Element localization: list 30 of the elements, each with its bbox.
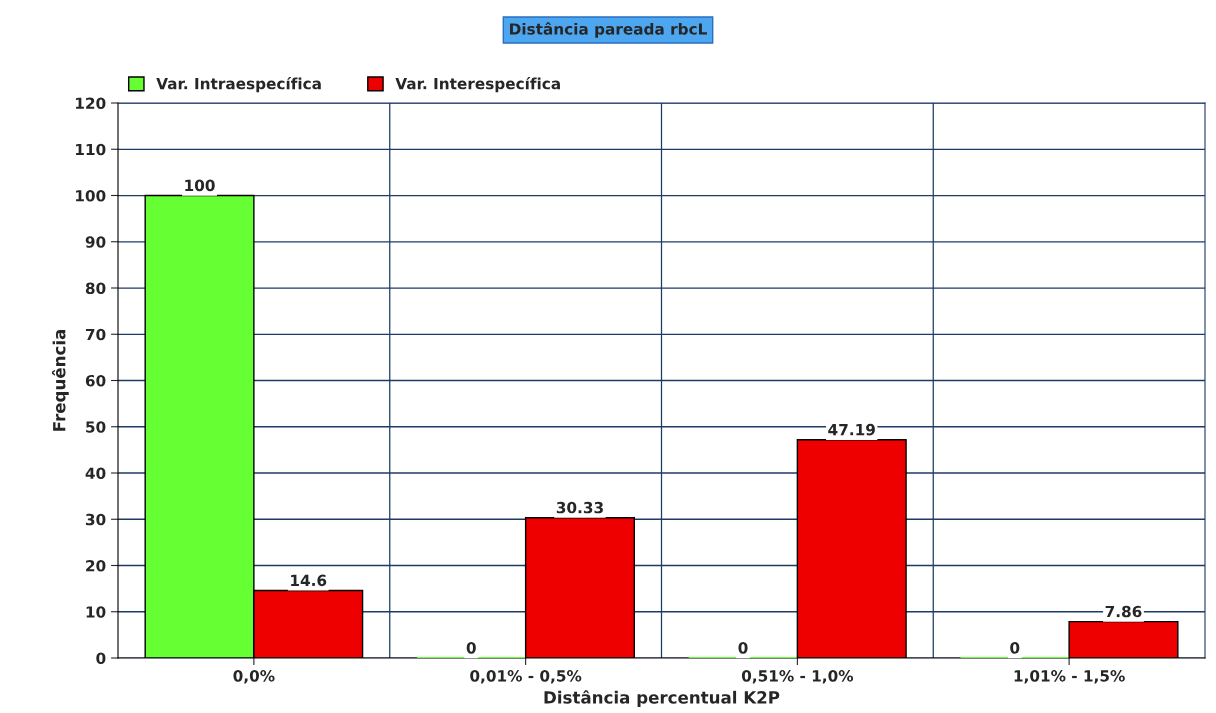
y-tick-label: 90	[85, 236, 106, 248]
y-tick-label: 10	[86, 606, 106, 618]
x-tick-label: 0,51% - 1,0%	[741, 670, 854, 684]
y-tick-label: 110	[76, 143, 106, 156]
data-label: 0	[466, 642, 476, 654]
y-tick-label: 0	[96, 652, 106, 665]
y-axis-title: Frequência	[51, 329, 69, 431]
y-tick-label: 50	[86, 421, 106, 433]
data-label: 0	[738, 642, 748, 654]
y-tick-label: 80	[85, 282, 106, 295]
y-tick-label: 60	[85, 374, 106, 387]
x-tick-label: 1,01% - 1,5%	[1014, 670, 1125, 684]
y-tick-label: 40	[85, 467, 106, 480]
data-label: 14.6	[291, 574, 327, 587]
y-tick-label: 30	[85, 513, 106, 526]
x-tick-label: 0,0%	[233, 670, 275, 684]
y-tick-label: 120	[76, 97, 106, 110]
y-tick-label: 20	[86, 559, 106, 572]
legend-label: Var. Intraespecífica	[156, 76, 321, 93]
data-label: 100	[185, 179, 215, 192]
data-label: 47.19	[828, 423, 875, 436]
y-tick-label: 70	[85, 328, 106, 341]
x-tick-label: 0,01% - 0,5%	[470, 670, 582, 684]
x-axis-title: Distância percentual K2P	[544, 690, 780, 707]
data-label: 7.86	[1105, 605, 1142, 618]
data-label: 0	[1010, 642, 1020, 654]
y-tick-label: 100	[76, 189, 106, 202]
legend-label: Var. Interespecífica	[395, 76, 560, 93]
data-label: 30.33	[556, 501, 603, 514]
chart-title: Distância pareada rbcL	[510, 22, 707, 38]
